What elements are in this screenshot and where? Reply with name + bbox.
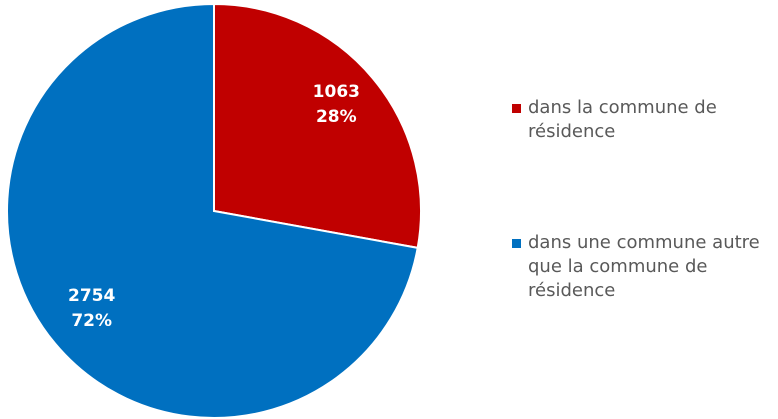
legend-label: dans la commune de résidence	[528, 97, 717, 142]
legend-label: dans une commune autre que la commune de…	[528, 232, 760, 301]
pie-slice	[6, 2, 419, 419]
legend-entry: dans la commune de résidence	[512, 96, 772, 144]
legend-entry: dans une commune autre que la commune de…	[512, 231, 772, 303]
percent-label: 72%	[71, 311, 112, 331]
percent-label: 28%	[316, 107, 357, 127]
legend-swatch	[512, 104, 521, 113]
legend-swatch	[512, 239, 521, 248]
data-label: 2754	[68, 286, 115, 306]
pie-slice	[213, 2, 422, 250]
data-label: 1063	[313, 82, 360, 102]
